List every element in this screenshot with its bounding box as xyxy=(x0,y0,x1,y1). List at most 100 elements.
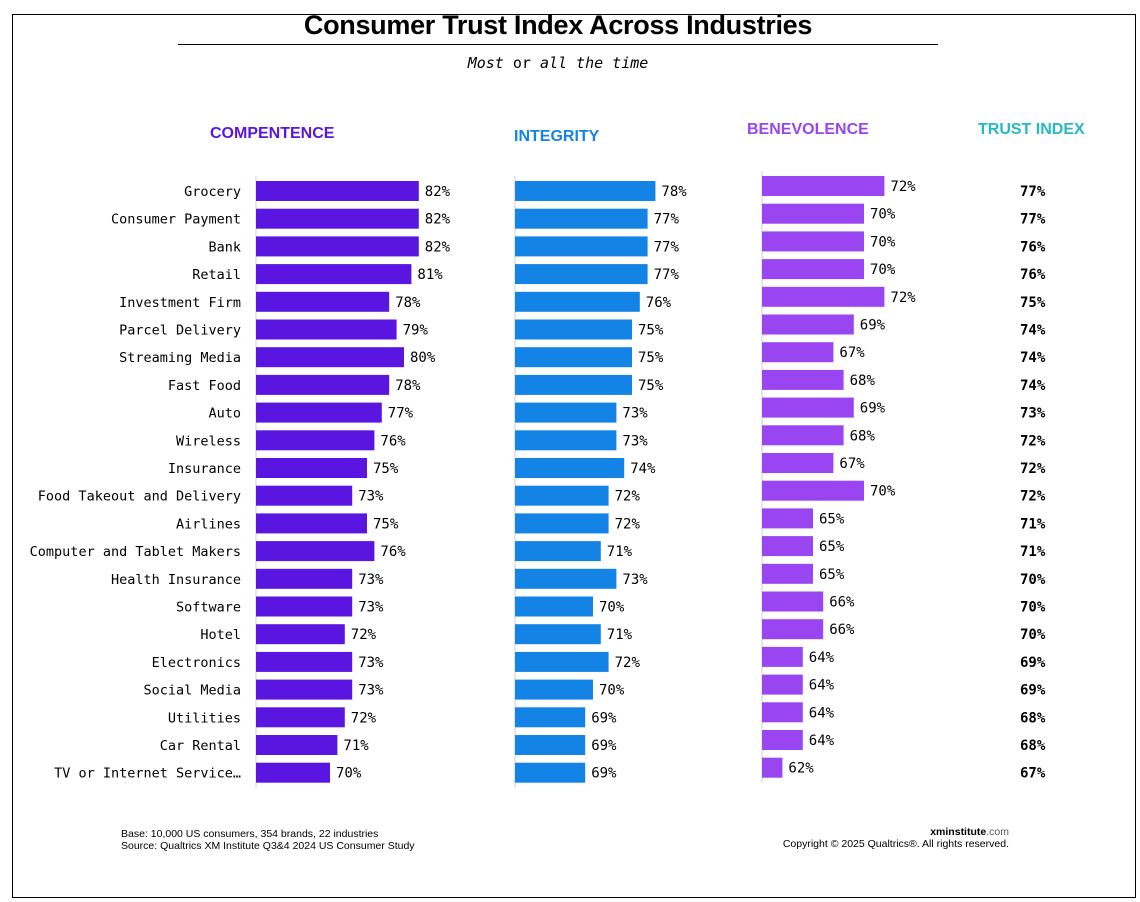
competence-bar xyxy=(256,735,338,755)
integrity-bar xyxy=(515,458,625,478)
integrity-bar xyxy=(515,568,617,589)
competence-bar xyxy=(256,762,330,783)
benevolence-bar xyxy=(762,619,824,640)
trust-index-value: 74% xyxy=(1020,323,1046,339)
benevolence-data-label: 66% xyxy=(829,622,855,638)
competence-data-label: 75% xyxy=(373,516,399,532)
benevolence-data-label: 70% xyxy=(870,234,896,250)
benevolence-bar xyxy=(762,674,803,695)
category-label: Social Media xyxy=(143,683,241,699)
benevolence-data-label: 67% xyxy=(839,345,865,361)
category-label: Insurance xyxy=(168,461,241,477)
benevolence-bar xyxy=(762,259,864,280)
trust-index-value: 77% xyxy=(1020,184,1046,200)
benevolence-data-label: 68% xyxy=(850,373,876,389)
integrity-data-label: 75% xyxy=(638,350,664,366)
integrity-bar xyxy=(515,181,656,201)
integrity-data-label: 73% xyxy=(622,406,648,422)
benevolence-bar xyxy=(762,536,813,557)
competence-data-label: 78% xyxy=(395,378,421,394)
competence-bar xyxy=(256,208,419,229)
integrity-data-label: 78% xyxy=(661,184,687,200)
integrity-bar xyxy=(515,430,617,451)
integrity-data-label: 70% xyxy=(599,683,625,699)
competence-data-label: 79% xyxy=(403,323,429,339)
integrity-bar xyxy=(515,707,586,728)
category-label: Auto xyxy=(208,406,241,422)
trust-index-value: 72% xyxy=(1020,489,1046,505)
footer-credits: xminstitute.com Copyright © 2025 Qualtri… xyxy=(783,826,1009,850)
integrity-data-label: 77% xyxy=(654,239,680,255)
competence-data-label: 73% xyxy=(358,683,384,699)
competence-bar xyxy=(256,430,375,451)
benevolence-bar xyxy=(762,286,885,307)
trust-index-value: 69% xyxy=(1020,683,1046,699)
benevolence-data-label: 69% xyxy=(860,318,886,334)
competence-bar xyxy=(256,319,397,340)
trust-index-value: 73% xyxy=(1020,406,1046,422)
competence-bar xyxy=(256,236,419,257)
integrity-data-label: 69% xyxy=(591,766,617,782)
integrity-data-label: 73% xyxy=(622,572,648,588)
integrity-bar xyxy=(515,374,632,395)
competence-data-label: 82% xyxy=(425,184,451,200)
competence-data-label: 76% xyxy=(380,433,406,449)
competence-bar xyxy=(256,651,353,672)
competence-bar xyxy=(256,568,353,589)
integrity-data-label: 71% xyxy=(607,544,633,560)
column-header-benevolence: BENEVOLENCE xyxy=(747,121,869,138)
footer-notes: Base: 10,000 US consumers, 354 brands, 2… xyxy=(121,828,415,852)
category-label: Investment Firm xyxy=(119,295,241,311)
benevolence-data-label: 72% xyxy=(890,179,916,195)
benevolence-data-label: 68% xyxy=(850,428,876,444)
benevolence-data-label: 70% xyxy=(870,207,896,223)
category-label: Bank xyxy=(208,239,241,255)
benevolence-data-label: 64% xyxy=(809,733,835,749)
integrity-data-label: 70% xyxy=(599,600,625,616)
subtitle-all-the-time: all the time xyxy=(539,54,649,72)
benevolence-bar xyxy=(762,646,803,667)
benevolence-bar xyxy=(762,203,864,224)
competence-bar xyxy=(256,679,353,700)
category-label: TV or Internet Service… xyxy=(54,766,241,782)
trust-index-value: 68% xyxy=(1020,738,1046,754)
integrity-bar xyxy=(515,513,609,534)
category-label: Computer and Tablet Makers xyxy=(30,544,241,560)
competence-bar xyxy=(256,513,367,534)
trust-index-value: 74% xyxy=(1020,350,1046,366)
integrity-bar xyxy=(515,402,617,423)
benevolence-data-label: 64% xyxy=(809,705,835,721)
competence-data-label: 81% xyxy=(417,267,443,283)
subtitle-most: Most xyxy=(467,54,504,72)
benevolence-data-label: 70% xyxy=(870,484,896,500)
benevolence-data-label: 65% xyxy=(819,567,845,583)
competence-data-label: 75% xyxy=(373,461,399,477)
integrity-bar xyxy=(515,291,640,312)
category-label: Car Rental xyxy=(160,738,241,754)
integrity-bar xyxy=(515,624,601,645)
benevolence-bar xyxy=(762,480,864,501)
category-label: Parcel Delivery xyxy=(119,323,241,339)
benevolence-bar xyxy=(762,369,844,390)
competence-data-label: 73% xyxy=(358,655,384,671)
competence-data-label: 76% xyxy=(380,544,406,560)
benevolence-data-label: 69% xyxy=(860,401,886,417)
trust-index-value: 72% xyxy=(1020,461,1046,477)
trust-index-value: 76% xyxy=(1020,239,1046,255)
competence-bar xyxy=(256,264,412,285)
competence-bar xyxy=(256,374,390,395)
trust-index-value: 67% xyxy=(1020,766,1046,782)
competence-data-label: 73% xyxy=(358,489,384,505)
integrity-data-label: 77% xyxy=(654,267,680,283)
integrity-data-label: 72% xyxy=(615,489,641,505)
trust-index-value: 76% xyxy=(1020,267,1046,283)
integrity-data-label: 75% xyxy=(638,378,664,394)
integrity-data-label: 71% xyxy=(607,627,633,643)
footer-copyright: Copyright © 2025 Qualtrics®. All rights … xyxy=(782,838,1009,850)
competence-bar xyxy=(256,347,404,368)
benevolence-bar xyxy=(762,730,803,750)
column-header-integrity: INTEGRITY xyxy=(514,128,600,145)
competence-data-label: 73% xyxy=(358,600,384,616)
competence-data-label: 70% xyxy=(336,766,362,782)
